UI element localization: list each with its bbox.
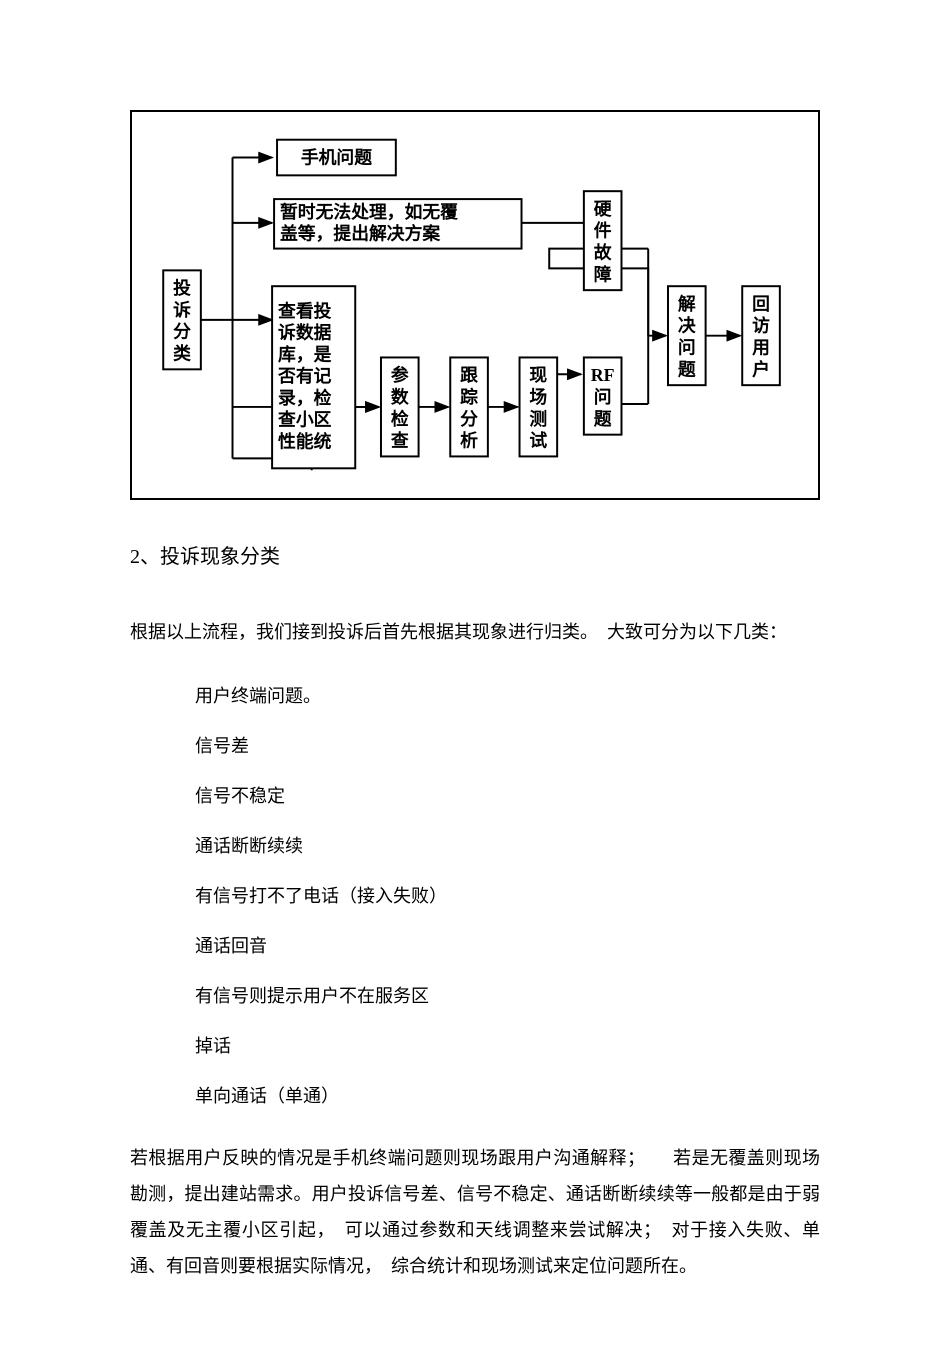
svg-text:查看投: 查看投 [278, 300, 332, 321]
svg-text:RF: RF [591, 365, 615, 385]
svg-text:场: 场 [529, 387, 547, 407]
svg-text:诉数据: 诉数据 [278, 322, 332, 343]
closing-paragraph: 若根据用户反映的情况是手机终端问题则现场跟用户沟通解释； 若是无覆盖则现场勘测，… [130, 1140, 820, 1284]
svg-text:类: 类 [173, 342, 191, 363]
flowchart-svg: 手机问题暂时无法处理，如无覆盖等，提出解决方案硬件故障投诉分类查看投诉数据库，是… [132, 112, 818, 498]
svg-text:试: 试 [529, 430, 547, 451]
svg-text:库，是: 库，是 [278, 343, 332, 364]
svg-text:现: 现 [529, 365, 547, 385]
svg-text:分: 分 [173, 322, 191, 342]
svg-text:参: 参 [391, 364, 409, 385]
svg-text:检: 检 [391, 408, 409, 429]
list-item: 用户终端问题。 [195, 678, 820, 714]
svg-text:跟: 跟 [460, 365, 478, 385]
svg-text:盖等，提出解决方案: 盖等，提出解决方案 [280, 223, 440, 244]
svg-text:踪: 踪 [460, 386, 478, 407]
svg-text:决: 决 [678, 315, 696, 336]
list-item: 有信号打不了电话（接入失败） [195, 878, 820, 914]
flowchart-container: 手机问题暂时无法处理，如无覆盖等，提出解决方案硬件故障投诉分类查看投诉数据库，是… [130, 110, 820, 500]
svg-text:回: 回 [752, 294, 770, 314]
svg-text:析: 析 [460, 430, 478, 451]
intro-paragraph: 根据以上流程，我们接到投诉后首先根据其现象进行归类。 大致可分为以下几类： [130, 614, 820, 650]
svg-text:访: 访 [752, 315, 770, 336]
svg-text:问: 问 [594, 387, 612, 407]
list-item: 信号不稳定 [195, 778, 820, 814]
svg-text:题: 题 [594, 409, 612, 429]
svg-text:问: 问 [678, 337, 696, 357]
svg-text:性能统: 性能统 [278, 431, 332, 452]
svg-text:数: 数 [391, 386, 409, 407]
list-item: 有信号则提示用户不在服务区 [195, 978, 820, 1014]
svg-text:查: 查 [391, 430, 409, 451]
svg-text:否有记: 否有记 [277, 365, 332, 386]
svg-text:查小区: 查小区 [278, 409, 332, 430]
list-item: 通话断断续续 [195, 828, 820, 864]
list-item: 掉话 [195, 1028, 820, 1064]
svg-text:用: 用 [752, 337, 770, 357]
svg-text:投: 投 [173, 277, 191, 298]
list-item: 通话回音 [195, 928, 820, 964]
svg-text:障: 障 [594, 263, 612, 284]
list-item: 信号差 [195, 728, 820, 764]
svg-text:手机问题: 手机问题 [301, 146, 372, 167]
svg-text:分: 分 [460, 409, 478, 429]
list-item: 单向通话（单通） [195, 1078, 820, 1114]
svg-text:测: 测 [529, 408, 547, 429]
svg-text:硬: 硬 [594, 199, 612, 219]
svg-text:诉: 诉 [173, 299, 191, 320]
category-list: 用户终端问题。信号差信号不稳定通话断断续续有信号打不了电话（接入失败） 通话回音有… [130, 678, 820, 1114]
svg-text:录，检: 录，检 [278, 387, 332, 408]
svg-text:户: 户 [752, 358, 770, 379]
section-title: 2、投诉现象分类 [130, 540, 820, 569]
svg-text:解: 解 [678, 293, 696, 314]
svg-text:题: 题 [678, 359, 696, 379]
svg-text:件: 件 [594, 220, 612, 241]
svg-text:暂时无法处理，如无覆: 暂时无法处理，如无覆 [280, 201, 458, 222]
svg-text:故: 故 [594, 241, 612, 262]
